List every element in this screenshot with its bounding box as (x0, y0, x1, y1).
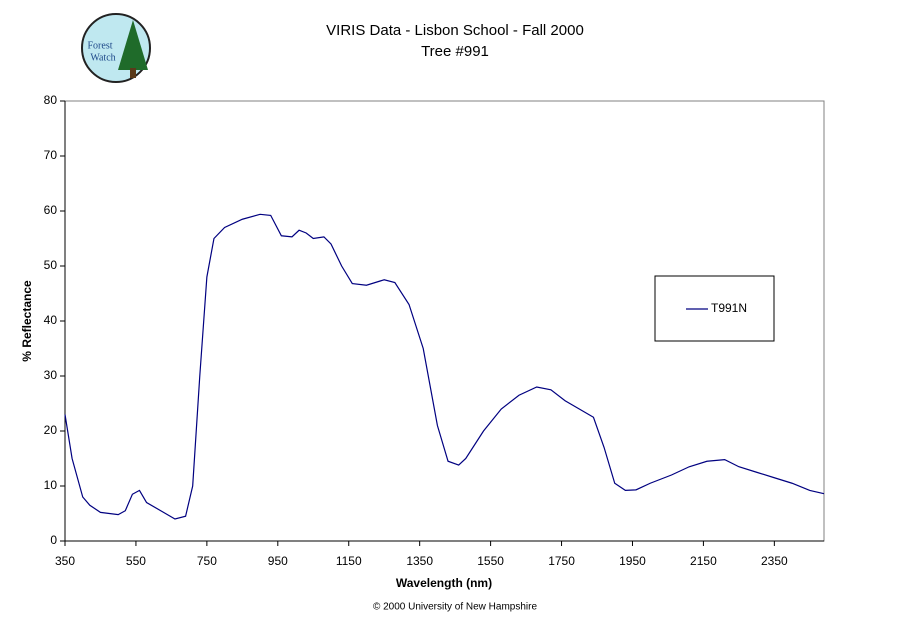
logo-text: Watch (90, 52, 115, 63)
y-tick-label: 40 (44, 313, 58, 327)
x-tick-label: 1950 (619, 554, 646, 568)
x-tick-label: 950 (268, 554, 288, 568)
y-axis-label: % Reflectance (20, 280, 34, 362)
y-tick-label: 30 (44, 368, 58, 382)
x-tick-label: 1750 (548, 554, 575, 568)
logo-trunk (130, 68, 136, 78)
x-tick-label: 1150 (336, 554, 362, 568)
chart-subtitle: Tree #991 (421, 43, 489, 60)
data-line (64, 213, 825, 520)
legend-label: T991N (711, 301, 747, 315)
y-tick-label: 70 (44, 148, 58, 162)
logo-text: Forest (88, 40, 113, 51)
y-tick-label: 20 (44, 423, 58, 437)
logo-tree (118, 20, 148, 70)
footer: © 2000 University of New Hampshire (373, 602, 538, 613)
x-tick-label: 2150 (690, 554, 717, 568)
x-tick-label: 1550 (477, 554, 504, 568)
x-tick-label: 1350 (406, 554, 433, 568)
logo: Forest Watch (81, 13, 151, 83)
y-tick-label: 50 (44, 258, 58, 272)
x-tick-label: 2350 (761, 554, 788, 568)
legend-box (654, 275, 775, 342)
y-tick-label: 10 (44, 478, 58, 492)
x-tick-label: 750 (197, 554, 217, 568)
y-tick-label: 80 (44, 93, 58, 107)
x-tick-label: 550 (126, 554, 146, 568)
y-tick-label: 0 (50, 533, 57, 547)
chart-title: VIRIS Data - Lisbon School - Fall 2000 (326, 22, 584, 39)
x-axis-label: Wavelength (nm) (396, 576, 492, 590)
y-tick-label: 60 (44, 203, 58, 217)
x-tick-label: 350 (55, 554, 75, 568)
